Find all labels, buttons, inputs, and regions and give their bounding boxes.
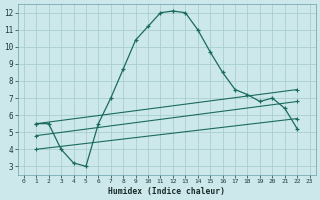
X-axis label: Humidex (Indice chaleur): Humidex (Indice chaleur) bbox=[108, 187, 225, 196]
